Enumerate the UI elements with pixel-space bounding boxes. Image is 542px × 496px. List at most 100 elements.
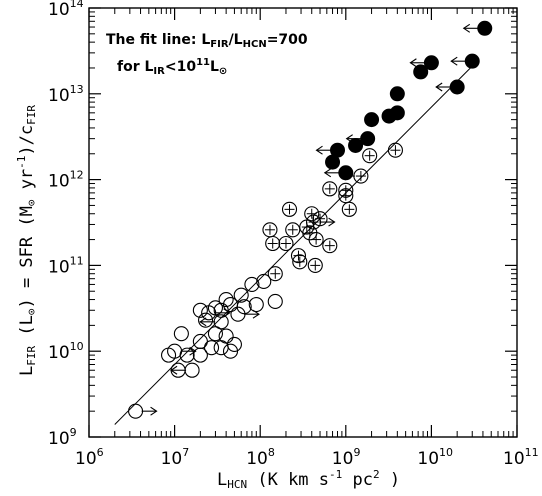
data-point-filled-circle bbox=[450, 53, 480, 69]
limit-arrow-head bbox=[189, 346, 197, 356]
open-marker bbox=[322, 238, 338, 254]
open-marker bbox=[267, 266, 283, 282]
data-point-open-circle bbox=[222, 296, 239, 313]
limit-arrow-head bbox=[338, 171, 347, 181]
data-point-circle-plus bbox=[341, 201, 357, 217]
data-point-open-circle bbox=[256, 273, 272, 290]
data-points bbox=[128, 20, 493, 419]
open-marker bbox=[256, 273, 272, 290]
open-marker bbox=[267, 293, 283, 310]
plot-frame bbox=[88, 7, 518, 438]
limit-arrow-head bbox=[450, 56, 458, 66]
fit-annotation-line1: The fit line: LFIR/LHCN=700 bbox=[106, 32, 308, 50]
data-point-open-circle bbox=[128, 403, 158, 419]
data-point-circle-plus bbox=[267, 266, 283, 282]
data-point-filled-circle bbox=[409, 55, 439, 71]
open-marker bbox=[192, 302, 208, 318]
x-tick-label: 108 bbox=[246, 446, 275, 469]
open-marker bbox=[128, 403, 144, 419]
open-marker bbox=[192, 347, 208, 363]
data-point-open-circle bbox=[218, 291, 234, 308]
fit-line bbox=[114, 60, 479, 425]
open-marker bbox=[278, 235, 294, 252]
open-marker bbox=[244, 276, 260, 292]
data-point-open-circle bbox=[244, 276, 260, 292]
data-point-circle-plus bbox=[307, 257, 323, 273]
open-marker bbox=[233, 287, 249, 303]
data-point-filled-circle bbox=[345, 131, 376, 147]
open-marker bbox=[192, 333, 208, 349]
data-point-open-circle bbox=[222, 343, 239, 359]
limit-arrow-head bbox=[150, 406, 158, 416]
open-marker bbox=[307, 257, 323, 273]
data-point-circle-plus bbox=[265, 235, 281, 252]
open-marker bbox=[203, 340, 220, 356]
minor-ticks bbox=[89, 8, 517, 437]
data-point-filled-circle bbox=[413, 64, 429, 80]
open-marker bbox=[218, 291, 234, 308]
open-marker bbox=[265, 235, 281, 252]
x-axis-label: LHCN (K km s-1 pc2 ) bbox=[217, 468, 400, 491]
filled-marker bbox=[338, 165, 354, 181]
y-tick-label: 1014 bbox=[48, 0, 84, 20]
x-tick-label: 1011 bbox=[503, 446, 539, 469]
data-point-circle-plus bbox=[304, 206, 320, 222]
limit-arrow-head bbox=[199, 317, 207, 327]
data-point-filled-circle bbox=[348, 137, 364, 153]
data-point-open-circle bbox=[192, 302, 208, 318]
open-marker bbox=[207, 326, 223, 342]
filled-marker bbox=[381, 108, 397, 124]
x-tick-label: 106 bbox=[75, 446, 104, 469]
data-point-open-circle bbox=[179, 347, 195, 363]
filled-marker bbox=[449, 79, 465, 95]
open-marker bbox=[198, 312, 214, 328]
filled-marker bbox=[477, 20, 493, 36]
data-point-open-circle bbox=[203, 340, 220, 356]
data-point-open-circle bbox=[248, 296, 264, 313]
data-point-circle-plus bbox=[281, 201, 298, 217]
open-marker bbox=[213, 340, 229, 356]
open-marker bbox=[184, 362, 200, 378]
y-tick-label: 1013 bbox=[48, 83, 84, 106]
data-point-circle-plus bbox=[290, 248, 307, 264]
data-point-filled-circle bbox=[462, 20, 493, 36]
data-point-open-circle bbox=[161, 347, 177, 363]
data-point-open-circle bbox=[198, 312, 214, 328]
filled-marker bbox=[348, 137, 364, 153]
data-point-circle-plus bbox=[302, 225, 318, 241]
data-point-open-circle bbox=[192, 333, 208, 349]
data-point-open-circle bbox=[201, 305, 231, 321]
open-marker bbox=[302, 225, 318, 241]
data-point-circle-plus bbox=[338, 168, 369, 184]
data-point-circle-plus bbox=[322, 181, 338, 197]
open-marker bbox=[248, 296, 264, 313]
data-point-circle-plus bbox=[322, 238, 338, 254]
data-point-circle-plus bbox=[262, 222, 278, 238]
open-marker bbox=[322, 181, 338, 197]
y-axis-label: LFIR (L⊙) = SFR (M⊙ yr-1)/cFIR bbox=[15, 105, 38, 376]
data-point-filled-circle bbox=[389, 86, 405, 102]
data-point-filled-circle bbox=[381, 108, 397, 124]
limit-arrow-head bbox=[462, 23, 471, 33]
open-marker bbox=[222, 296, 239, 313]
data-point-open-circle bbox=[207, 326, 223, 342]
open-marker bbox=[362, 148, 378, 164]
data-point-open-circle bbox=[230, 306, 260, 322]
open-marker bbox=[341, 201, 357, 217]
limit-arrow-head bbox=[409, 58, 417, 68]
open-marker bbox=[304, 206, 320, 222]
open-marker bbox=[161, 347, 177, 363]
x-tick-label: 107 bbox=[161, 446, 190, 469]
limit-arrow-head bbox=[323, 168, 332, 178]
x-tick-label: 109 bbox=[332, 446, 361, 469]
data-point-filled-circle bbox=[325, 154, 341, 170]
data-point-filled-circle bbox=[364, 112, 380, 128]
data-point-open-circle bbox=[233, 287, 249, 303]
data-point-circle-plus bbox=[285, 222, 301, 238]
limit-arrow-head bbox=[223, 308, 231, 318]
data-point-circle-plus bbox=[362, 148, 378, 164]
limit-arrow-head bbox=[435, 82, 443, 92]
data-point-open-circle bbox=[170, 362, 200, 378]
data-point-circle-plus bbox=[387, 142, 403, 158]
